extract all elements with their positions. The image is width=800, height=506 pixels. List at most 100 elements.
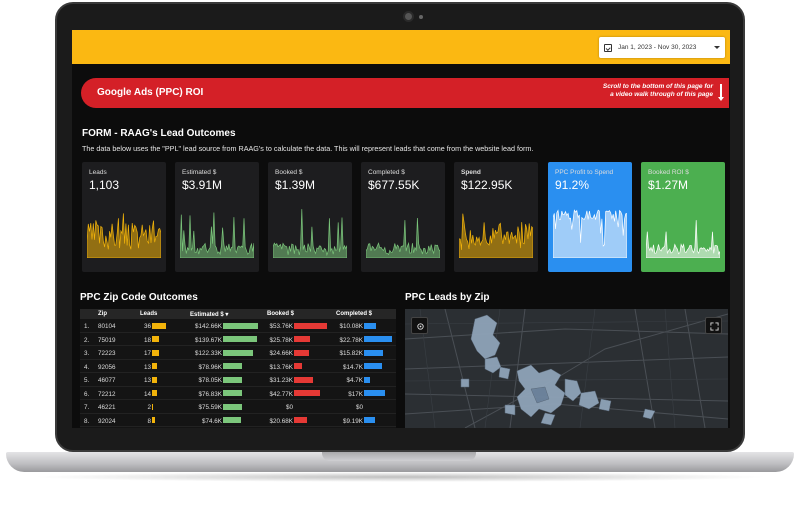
leads-cell: 8 [147,417,151,425]
banner-note-line2: a video walk through of this page [610,91,713,98]
sparkline-area [646,220,720,258]
banner-note-line1: Scroll to the bottom of this page for [602,83,713,90]
table-row[interactable]: 3. 72223 17 $122.33K $24.66K $15.82K [80,346,396,360]
webcam [403,11,414,22]
table-row[interactable]: 1. 80104 36 $142.66K $53.76K $10.08K [80,319,396,333]
zip-cell: 80104 [98,323,116,330]
roi-banner: Google Ads (PPC) ROI Scroll to the botto… [81,78,729,108]
zip-cell: 92024 [98,417,116,425]
kpi-card-estimated: Estimated $ $3.91M [175,162,259,272]
leads-cell: 14 [143,390,151,398]
row-number: 3. [84,350,90,357]
leads-bar [152,336,159,342]
table-row[interactable]: 8. 92024 8 $74.6K $20.68K $9.19K [80,414,396,427]
booked-cell: $20.68K [269,417,293,425]
row-number: 4. [84,363,90,371]
kpi-value: $677.55K [368,178,420,192]
completed-cell: $4.7K [346,377,363,384]
kpi-label: PPC Profit to Spend [555,169,614,176]
booked-bar [294,322,327,329]
completed-cell: $0 [355,404,363,411]
completed-bar [364,336,392,342]
webcam-light [419,15,423,19]
section-title: FORM - RAAG's Lead Outcomes [82,128,236,139]
leads-cell: 13 [143,377,151,384]
estimated-bar [223,363,243,369]
zip-cell: 75019 [98,336,116,344]
laptop-shadow [30,472,770,482]
estimated-bar [223,403,242,410]
calendar-icon [604,43,612,52]
table-row[interactable]: 4. 92056 13 $78.96K $13.76K $14.7K [80,360,396,373]
table-row[interactable]: 5. 46077 13 $78.05K $31.23K $4.7K [80,373,396,387]
booked-cell: $24.66K [269,350,293,357]
kpi-label: Booked $ [275,169,303,176]
table-row[interactable]: 6. 72212 14 $76.83K $42.77K $17K [80,387,396,400]
estimated-cell: $122.33K [195,350,222,357]
sparkline-area [180,212,254,258]
kpi-card-leads: Leads 1,103 [82,162,166,272]
kpi-card-booked: Booked $ $1.39M [268,162,352,272]
sparkline-chart [366,217,440,258]
booked-bar [294,363,303,369]
estimated-bar [223,417,242,423]
kpi-label: Booked ROI $ [648,169,689,176]
completed-cell: $17K [348,390,363,398]
estimated-bar [223,390,242,396]
leads-bar [152,403,153,410]
banner-note: Scroll to the bottom of this page for a … [603,83,713,99]
sparkline-chart [273,209,347,258]
laptop-base [6,452,794,472]
row-number: 6. [84,390,90,398]
map-fullscreen-button[interactable] [705,317,722,334]
zip-table-title: PPC Zip Code Outcomes [80,292,198,303]
completed-bar [364,417,376,423]
location-icon [417,323,424,330]
booked-cell: $0 [285,404,293,411]
kpi-value: $3.91M [182,178,223,192]
kpi-label: Spend [461,169,481,176]
sparkline-area [87,213,161,258]
estimated-bar [223,349,253,356]
header-completed[interactable]: Completed $ [336,311,373,317]
header-booked[interactable]: Booked $ [267,311,295,317]
sparkline-area [366,217,440,258]
booked-cell: $42.77K [269,390,293,398]
booked-cell: $25.78K [269,336,293,344]
date-range-picker[interactable]: Jan 1, 2023 - Nov 30, 2023 [599,37,725,58]
zip-cell: 46221 [98,404,116,411]
completed-cell: $9.19K [343,417,363,425]
leads-cell: 36 [143,323,151,330]
estimated-cell: $78.96K [198,363,222,371]
completed-cell: $10.08K [339,323,363,330]
kpi-card-booked-roi: Booked ROI $ $1.27M [641,162,725,272]
zip-cell: 92056 [98,363,116,371]
estimated-cell: $78.05K [198,377,222,384]
leads-bar [152,363,158,369]
header-estimated-label: Estimated $ [190,312,224,318]
header-estimated[interactable]: Estimated $ ▾ [190,311,228,318]
sparkline-area [459,213,533,258]
leads-map[interactable] [405,309,728,428]
chevron-down-icon [714,46,720,49]
laptop-notch [322,452,476,461]
sparkline-chart [87,213,161,258]
fullscreen-icon [710,322,719,331]
zip-cell: 72223 [98,350,116,357]
booked-bar [294,390,321,396]
header-leads[interactable]: Leads [140,311,158,317]
leads-bar [152,376,158,383]
leads-cell: 18 [143,336,151,344]
table-row[interactable]: 2. 75019 18 $139.67K $25.78K $22.78K [80,333,396,346]
map-location-button[interactable] [411,317,428,334]
table-row[interactable]: 7. 46221 2 $75.59K $0 $0 [80,400,396,414]
header-zip[interactable]: Zip [98,311,107,317]
row-number: 7. [84,404,90,411]
leads-cell: 13 [143,363,151,371]
leads-bar [152,390,158,396]
estimated-bar [223,336,258,342]
completed-bar [364,376,370,383]
booked-cell: $53.76K [269,323,293,330]
row-number: 2. [84,336,90,344]
sparkline-area [553,209,627,258]
